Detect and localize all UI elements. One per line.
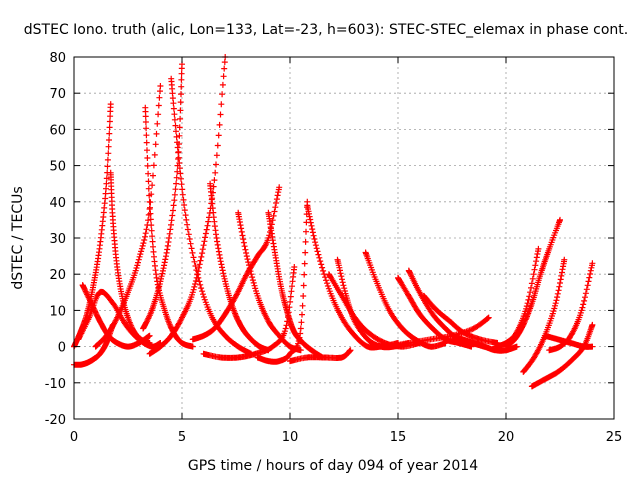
marker-path [541, 332, 596, 350]
series-arc9 [168, 75, 255, 357]
marker-path [287, 347, 354, 365]
marker-path [168, 75, 255, 357]
series-arc24 [384, 314, 492, 350]
x-tick-label: 25 [606, 430, 623, 445]
marker-path [420, 292, 501, 346]
x-tick-label: 20 [498, 430, 515, 445]
marker-path [265, 209, 326, 361]
series-arc11 [207, 180, 272, 354]
y-tick-label: -20 [45, 413, 66, 428]
series-arc5 [75, 288, 164, 350]
series-arc10 [146, 54, 229, 357]
marker-path [140, 61, 185, 332]
x-tick-label: 15 [390, 430, 407, 445]
y-tick-label: 50 [49, 160, 66, 175]
y-axis-label: dSTEC / TECUs [10, 186, 26, 289]
marker-path [92, 83, 164, 350]
marker-path [75, 288, 164, 350]
series-arc17 [304, 202, 401, 351]
grid-lines [74, 57, 614, 419]
series-arc14 [200, 264, 298, 361]
chart-title: dSTEC Iono. truth (alic, Lon=133, Lat=-2… [24, 22, 628, 38]
marker-path [200, 264, 298, 361]
marker-path [207, 180, 272, 354]
series-arc25 [420, 292, 501, 346]
series-arc16 [254, 198, 311, 365]
series-arc15 [265, 209, 326, 361]
marker-path [304, 202, 401, 351]
axis-ticks [73, 56, 615, 420]
y-tick-label: 0 [58, 341, 66, 356]
marker-path [520, 256, 568, 375]
marker-path [384, 314, 492, 350]
series-arc29 [520, 256, 568, 375]
x-tick-label: 0 [70, 430, 78, 445]
series-arc32 [541, 332, 596, 350]
y-tick-labels: -20 -10 0 10 20 30 40 50 60 70 80 [45, 51, 66, 428]
series-arc12 [189, 184, 283, 343]
marker-path [449, 332, 520, 354]
y-tick-label: 70 [49, 87, 66, 102]
y-tick-label: 20 [49, 268, 66, 283]
y-tick-label: 30 [49, 232, 66, 247]
series-arc30 [528, 321, 596, 390]
marker-path [146, 54, 229, 357]
series-arc28 [492, 245, 542, 350]
x-tick-labels: 0 5 10 15 20 25 [70, 430, 622, 445]
marker-path [492, 245, 542, 350]
marker-path [254, 198, 311, 365]
marker-path [189, 184, 283, 343]
series-arc6 [92, 83, 164, 350]
y-tick-label: 10 [49, 304, 66, 319]
y-tick-label: 60 [49, 123, 66, 138]
series-arc8 [140, 61, 185, 332]
x-tick-label: 5 [178, 430, 186, 445]
x-tick-label: 10 [282, 430, 299, 445]
y-tick-label: 40 [49, 196, 66, 211]
data-markers [71, 54, 596, 390]
marker-path [528, 321, 596, 390]
y-tick-label: 80 [49, 51, 66, 66]
y-tick-label: -10 [45, 377, 66, 392]
series-arc18 [287, 347, 354, 365]
series-arc26 [449, 332, 520, 354]
x-axis-label: GPS time / hours of day 094 of year 2014 [188, 458, 478, 474]
